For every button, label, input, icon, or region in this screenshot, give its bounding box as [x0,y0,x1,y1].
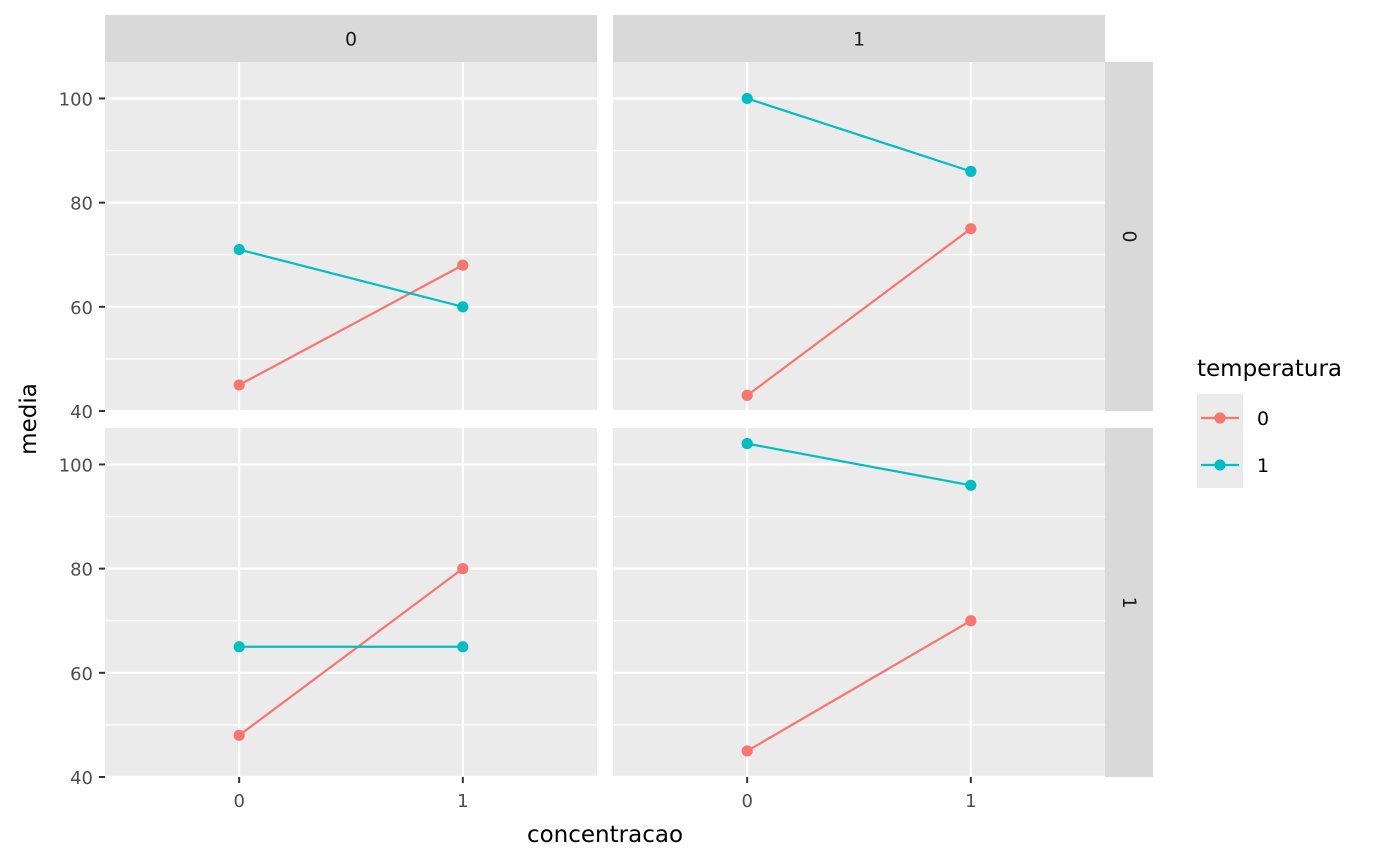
x-tick-label: 0 [741,791,752,812]
data-point-0 [233,729,245,741]
data-point-0 [457,259,469,271]
series-line-1 [746,97,972,173]
y-tick-label: 60 [70,664,93,685]
data-point-0 [741,745,753,757]
legend-label: 1 [1257,455,1269,477]
strip-right-1 [1105,428,1153,777]
axes-layer: 40 60 80 100 40 60 80 100 0 1 0 1 [59,89,977,812]
series-line-1 [746,442,972,487]
legend-key-background [1197,394,1243,488]
x-tick-label: 0 [233,791,244,812]
y-tick-label: 100 [59,455,93,476]
legend-key-point [1214,459,1226,471]
panels-layer [105,62,1105,779]
data-point-0 [457,563,469,575]
series-line-0 [238,567,464,737]
strip-right-0 [1105,62,1153,411]
y-tick-label: 60 [70,298,93,319]
data-point-1 [457,301,469,313]
panel-1-1 [613,428,1105,779]
series-line-0 [746,619,972,752]
strips-layer: 0 1 0 1 [105,15,1153,777]
legend-title: temperatura [1197,356,1342,382]
panel-1-0 [613,62,1105,413]
y-axis-title: media [16,383,42,455]
data-point-0 [233,379,245,391]
data-point-1 [741,92,753,105]
panel-background [613,62,1105,411]
y-tick-label: 40 [70,402,93,423]
strip-top-label: 1 [853,29,865,51]
data-point-1 [965,479,977,491]
legend-label: 0 [1257,408,1269,430]
strip-top-0 [105,15,597,62]
legend-key-point [1214,412,1226,424]
data-point-1 [741,438,753,450]
x-axis-title: concentracao [527,822,683,848]
y-tick-label: 40 [70,768,93,789]
panel-background [105,62,597,411]
data-point-0 [741,389,753,401]
data-point-0 [965,615,977,627]
data-point-1 [965,165,977,177]
strip-right-label: 0 [1118,230,1140,242]
panel-background [613,428,1105,777]
panel-0-0 [105,62,597,413]
data-point-0 [965,223,977,235]
series-line-0 [746,227,972,397]
data-point-1 [233,243,245,256]
y-tick-label: 80 [70,194,93,215]
data-point-1 [233,641,245,653]
strip-top-1 [613,15,1105,62]
y-tick-label: 100 [59,89,93,110]
series-line-0 [238,264,464,386]
strip-right-label: 1 [1118,596,1140,608]
x-tick-label: 1 [965,791,976,812]
data-point-1 [457,641,469,653]
strip-top-label: 0 [345,29,357,51]
legend: temperatura 01 [1197,356,1342,488]
panel-0-1 [105,428,597,779]
legend-entries: 01 [1201,408,1269,477]
x-tick-label: 1 [457,791,468,812]
y-tick-label: 80 [70,560,93,581]
series-line-1 [238,248,464,308]
panel-background [105,428,597,777]
